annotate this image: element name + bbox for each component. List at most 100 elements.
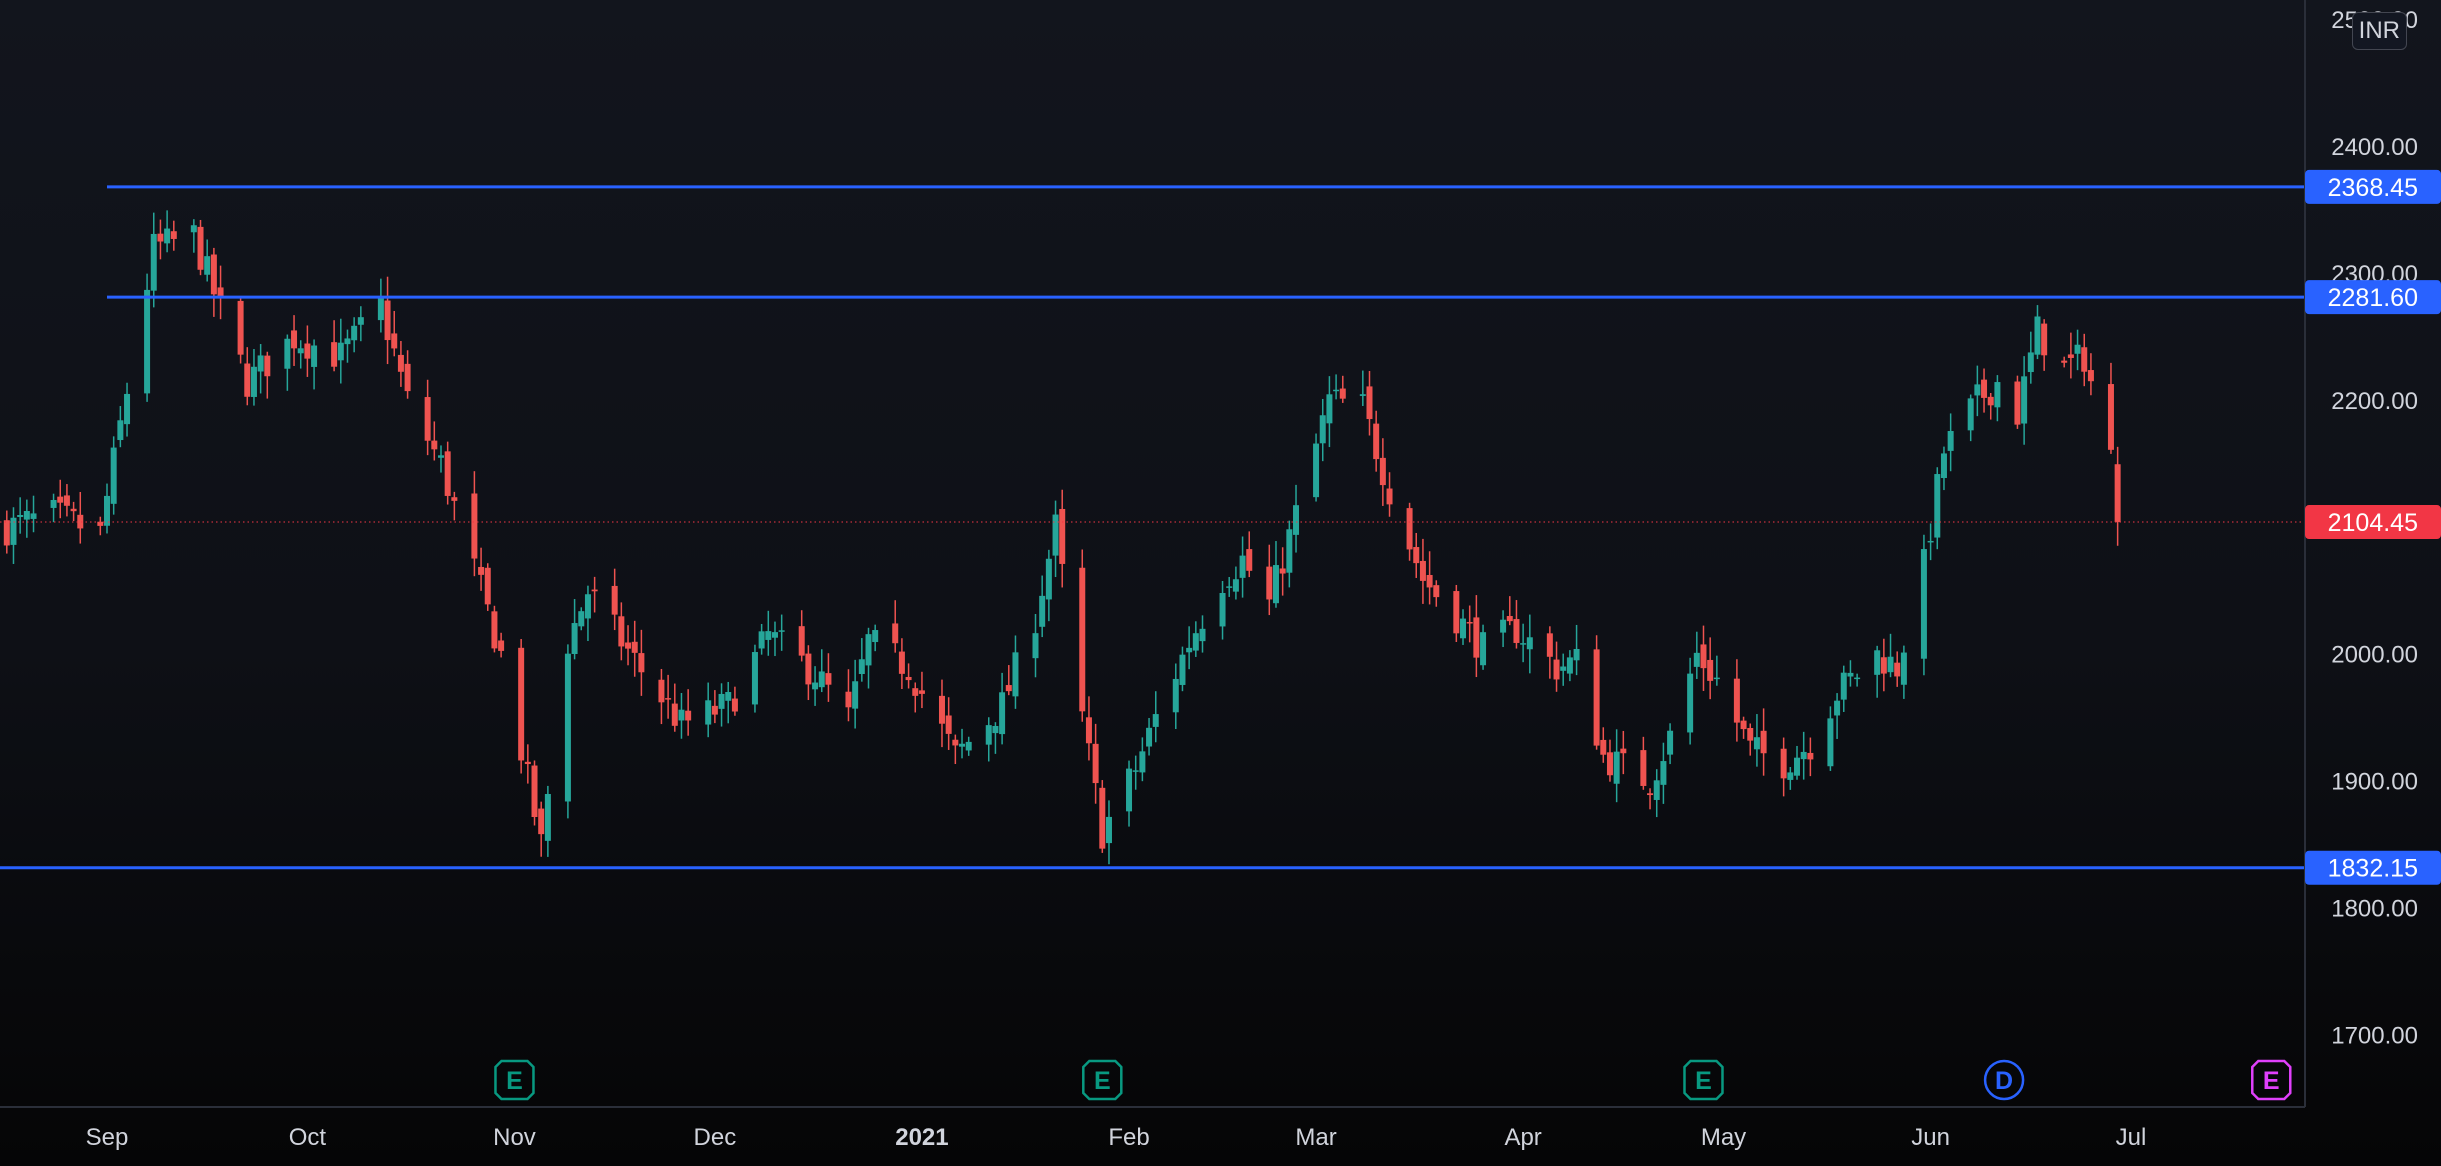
candle-body: [898, 651, 905, 674]
currency-badge[interactable]: INR: [2351, 12, 2407, 50]
candle: [625, 625, 632, 666]
candle-body: [237, 300, 244, 355]
earnings-marker-icon[interactable]: E: [1082, 1059, 1123, 1101]
level-price-tag[interactable]: 1832.15: [2305, 850, 2441, 885]
candle: [1085, 696, 1092, 761]
candle: [1092, 723, 1099, 804]
candle-body: [1827, 718, 1834, 767]
candle: [391, 310, 398, 357]
earnings-marker-icon[interactable]: E: [2251, 1059, 2292, 1101]
candle-body: [1560, 666, 1567, 671]
candle: [1620, 730, 1627, 775]
time-axis[interactable]: Sep Oct Nov Dec 2021 Feb Mar Apr May Jun Jul: [0, 1106, 2305, 1151]
candle-body: [1927, 540, 1934, 543]
candle: [1186, 626, 1193, 670]
candle: [1279, 547, 1286, 596]
candle: [1339, 375, 1346, 403]
candle: [2107, 362, 2114, 454]
price-axis[interactable]: 1700.001800.001900.002000.002100.002200.…: [2304, 0, 2441, 1107]
candle-body: [1045, 558, 1052, 600]
price-tag-label: 1832.15: [2328, 855, 2418, 883]
candle: [1560, 653, 1567, 686]
candle: [1553, 641, 1560, 692]
candle: [237, 296, 244, 364]
candle: [1760, 708, 1767, 776]
marker-letter: E: [506, 1067, 523, 1095]
earnings-marker-icon[interactable]: E: [1683, 1059, 1724, 1101]
candle: [150, 212, 157, 308]
level-price-tag[interactable]: 2368.45: [2305, 169, 2441, 204]
candle-body: [1005, 685, 1012, 692]
candle: [1139, 737, 1146, 782]
candle: [170, 220, 177, 251]
dividend-marker-icon[interactable]: D: [1983, 1059, 2025, 1101]
candle: [1272, 541, 1279, 608]
candle: [377, 278, 384, 333]
last-price-tag[interactable]: 2104.45: [2305, 505, 2441, 540]
price-tag-bg: [2305, 850, 2441, 885]
candle-body: [404, 363, 411, 392]
candle: [124, 382, 131, 437]
candle: [3, 510, 10, 554]
candle-body: [858, 659, 865, 675]
candle: [1480, 624, 1487, 670]
candle: [337, 318, 344, 384]
candle: [1179, 646, 1186, 692]
candle-body: [110, 447, 117, 504]
level-price-tag[interactable]: 2281.60: [2305, 280, 2441, 315]
candle-body: [1379, 457, 1386, 486]
earnings-marker-icon[interactable]: E: [494, 1059, 535, 1101]
candle-body: [1794, 757, 1801, 776]
candle-body: [124, 393, 131, 425]
time-tick-label: Oct: [289, 1124, 327, 1151]
candle-body: [1466, 622, 1473, 624]
candle: [1787, 766, 1794, 790]
candle-body: [1807, 752, 1814, 760]
candle-body: [1500, 619, 1507, 633]
candle-body: [1887, 656, 1894, 673]
candle-body: [718, 693, 725, 709]
candle-body: [1900, 652, 1907, 685]
candle: [451, 491, 458, 521]
candle-body: [1747, 727, 1754, 741]
candle: [1640, 736, 1647, 790]
candle-body: [798, 626, 805, 656]
candle: [1794, 745, 1801, 780]
candle-body: [1426, 574, 1433, 588]
candle: [1854, 673, 1861, 687]
candle-body: [30, 513, 37, 519]
candle: [351, 317, 358, 353]
candle-body: [2041, 323, 2048, 356]
candle: [544, 785, 551, 857]
candle: [1573, 624, 1580, 676]
candle-body: [344, 338, 351, 345]
candle-body: [1740, 720, 1747, 730]
candle-body: [1373, 423, 1380, 460]
candle: [1453, 584, 1460, 643]
candle-body: [491, 611, 498, 649]
candle: [1880, 638, 1887, 692]
candle: [1520, 623, 1527, 663]
candle-body: [10, 517, 17, 545]
candle: [1747, 723, 1754, 756]
candle: [30, 495, 37, 533]
candle: [765, 610, 772, 656]
candle: [912, 682, 919, 713]
candle-body: [1687, 673, 1694, 733]
candle: [1920, 534, 1927, 676]
candle-body: [1840, 672, 1847, 700]
candle-body: [164, 228, 171, 244]
candle: [805, 645, 812, 701]
candle-body: [1566, 657, 1573, 674]
candle: [1900, 645, 1907, 699]
candle: [144, 273, 151, 402]
time-tick-label: Dec: [694, 1124, 737, 1151]
candle-body: [2114, 464, 2121, 523]
candle-body: [1667, 730, 1674, 755]
candle: [478, 547, 485, 591]
candle-body: [1847, 672, 1854, 677]
candle-body: [244, 363, 251, 397]
time-tick-label: Mar: [1295, 1124, 1336, 1151]
candle: [892, 600, 899, 653]
